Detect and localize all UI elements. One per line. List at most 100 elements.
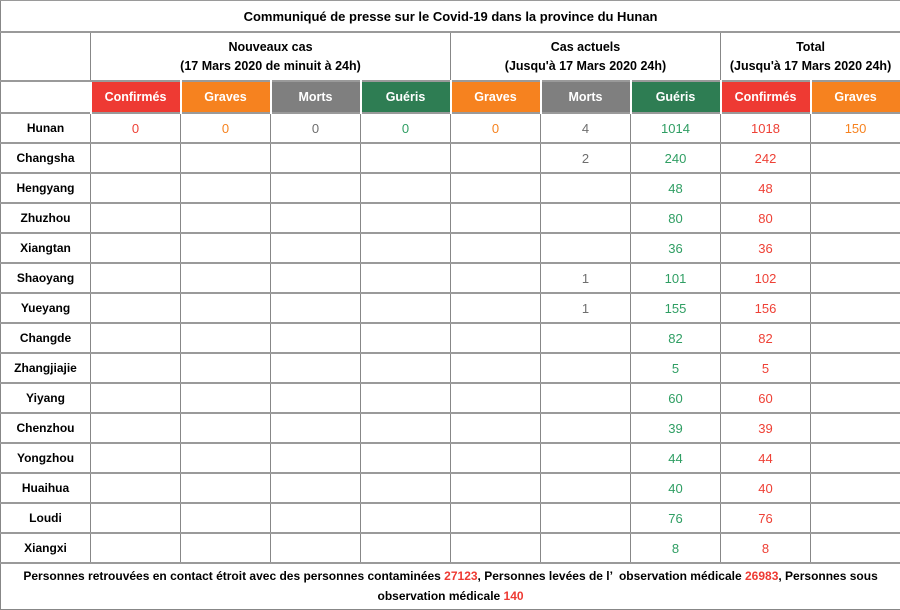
value-cell: 240 xyxy=(631,143,721,173)
value-cell xyxy=(451,473,541,503)
value-cell xyxy=(361,383,451,413)
region-name: Hengyang xyxy=(1,173,91,203)
region-name: Shaoyang xyxy=(1,263,91,293)
region-name: Yiyang xyxy=(1,383,91,413)
value-cell xyxy=(271,173,361,203)
value-cell xyxy=(361,443,451,473)
value-cell xyxy=(811,143,900,173)
region-name: Hunan xyxy=(1,113,91,143)
column-header-graves-8: Graves xyxy=(811,81,900,113)
value-cell xyxy=(451,203,541,233)
column-header-confirmes-0: Confirmés xyxy=(91,81,181,113)
value-cell xyxy=(451,323,541,353)
value-cell xyxy=(541,533,631,563)
footer-text-segment: , Personnes levées de l’ observation méd… xyxy=(478,569,745,583)
value-cell xyxy=(271,503,361,533)
value-cell xyxy=(811,173,900,203)
value-cell xyxy=(91,383,181,413)
value-cell: 4 xyxy=(541,113,631,143)
value-cell xyxy=(181,353,271,383)
value-cell xyxy=(811,263,900,293)
value-cell xyxy=(91,473,181,503)
value-cell xyxy=(451,413,541,443)
value-cell xyxy=(451,383,541,413)
value-cell: 48 xyxy=(631,173,721,203)
region-name: Changde xyxy=(1,323,91,353)
value-cell xyxy=(361,323,451,353)
value-cell xyxy=(451,263,541,293)
region-name: Loudi xyxy=(1,503,91,533)
group-header-row: Nouveaux cas (17 Mars 2020 de minuit à 2… xyxy=(1,32,900,81)
value-cell: 242 xyxy=(721,143,811,173)
value-cell: 76 xyxy=(631,503,721,533)
value-cell xyxy=(271,473,361,503)
value-cell xyxy=(91,533,181,563)
value-cell: 2 xyxy=(541,143,631,173)
column-header-morts-5: Morts xyxy=(541,81,631,113)
value-cell xyxy=(271,413,361,443)
value-cell xyxy=(271,293,361,323)
column-header-gueris-3: Guéris xyxy=(361,81,451,113)
value-cell xyxy=(541,323,631,353)
group-subtitle: (Jusqu'à 17 Mars 2020 24h) xyxy=(721,57,900,76)
value-cell: 0 xyxy=(451,113,541,143)
value-cell: 5 xyxy=(721,353,811,383)
region-name: Zhangjiajie xyxy=(1,353,91,383)
title-row: Communiqué de presse sur le Covid-19 dan… xyxy=(1,1,900,33)
value-cell xyxy=(361,353,451,383)
value-cell xyxy=(91,173,181,203)
value-cell xyxy=(181,443,271,473)
value-cell: 36 xyxy=(631,233,721,263)
footer-number: 26983 xyxy=(745,569,778,583)
value-cell xyxy=(451,233,541,263)
value-cell xyxy=(271,443,361,473)
group-title: Nouveaux cas xyxy=(91,38,450,57)
value-cell xyxy=(811,383,900,413)
value-cell xyxy=(361,173,451,203)
footer-number: 140 xyxy=(504,589,524,603)
value-cell xyxy=(361,413,451,443)
value-cell xyxy=(181,533,271,563)
value-cell xyxy=(811,413,900,443)
value-cell: 8 xyxy=(721,533,811,563)
value-cell xyxy=(361,293,451,323)
corner-cell-top xyxy=(1,32,91,81)
value-cell xyxy=(811,503,900,533)
value-cell xyxy=(361,473,451,503)
value-cell: 155 xyxy=(631,293,721,323)
value-cell: 40 xyxy=(721,473,811,503)
value-cell xyxy=(541,503,631,533)
group-header-nouveaux-cas: Nouveaux cas (17 Mars 2020 de minuit à 2… xyxy=(91,32,451,81)
value-cell xyxy=(91,353,181,383)
region-name: Chenzhou xyxy=(1,413,91,443)
value-cell xyxy=(181,173,271,203)
region-name: Yueyang xyxy=(1,293,91,323)
value-cell xyxy=(91,503,181,533)
value-cell xyxy=(271,383,361,413)
value-cell xyxy=(541,473,631,503)
value-cell xyxy=(541,413,631,443)
value-cell: 36 xyxy=(721,233,811,263)
value-cell xyxy=(541,233,631,263)
value-cell xyxy=(91,203,181,233)
value-cell: 39 xyxy=(631,413,721,443)
value-cell: 48 xyxy=(721,173,811,203)
value-cell: 5 xyxy=(631,353,721,383)
value-cell xyxy=(271,233,361,263)
value-cell xyxy=(181,293,271,323)
value-cell xyxy=(91,263,181,293)
value-cell xyxy=(271,533,361,563)
value-cell xyxy=(451,533,541,563)
value-cell xyxy=(811,353,900,383)
value-cell xyxy=(541,203,631,233)
